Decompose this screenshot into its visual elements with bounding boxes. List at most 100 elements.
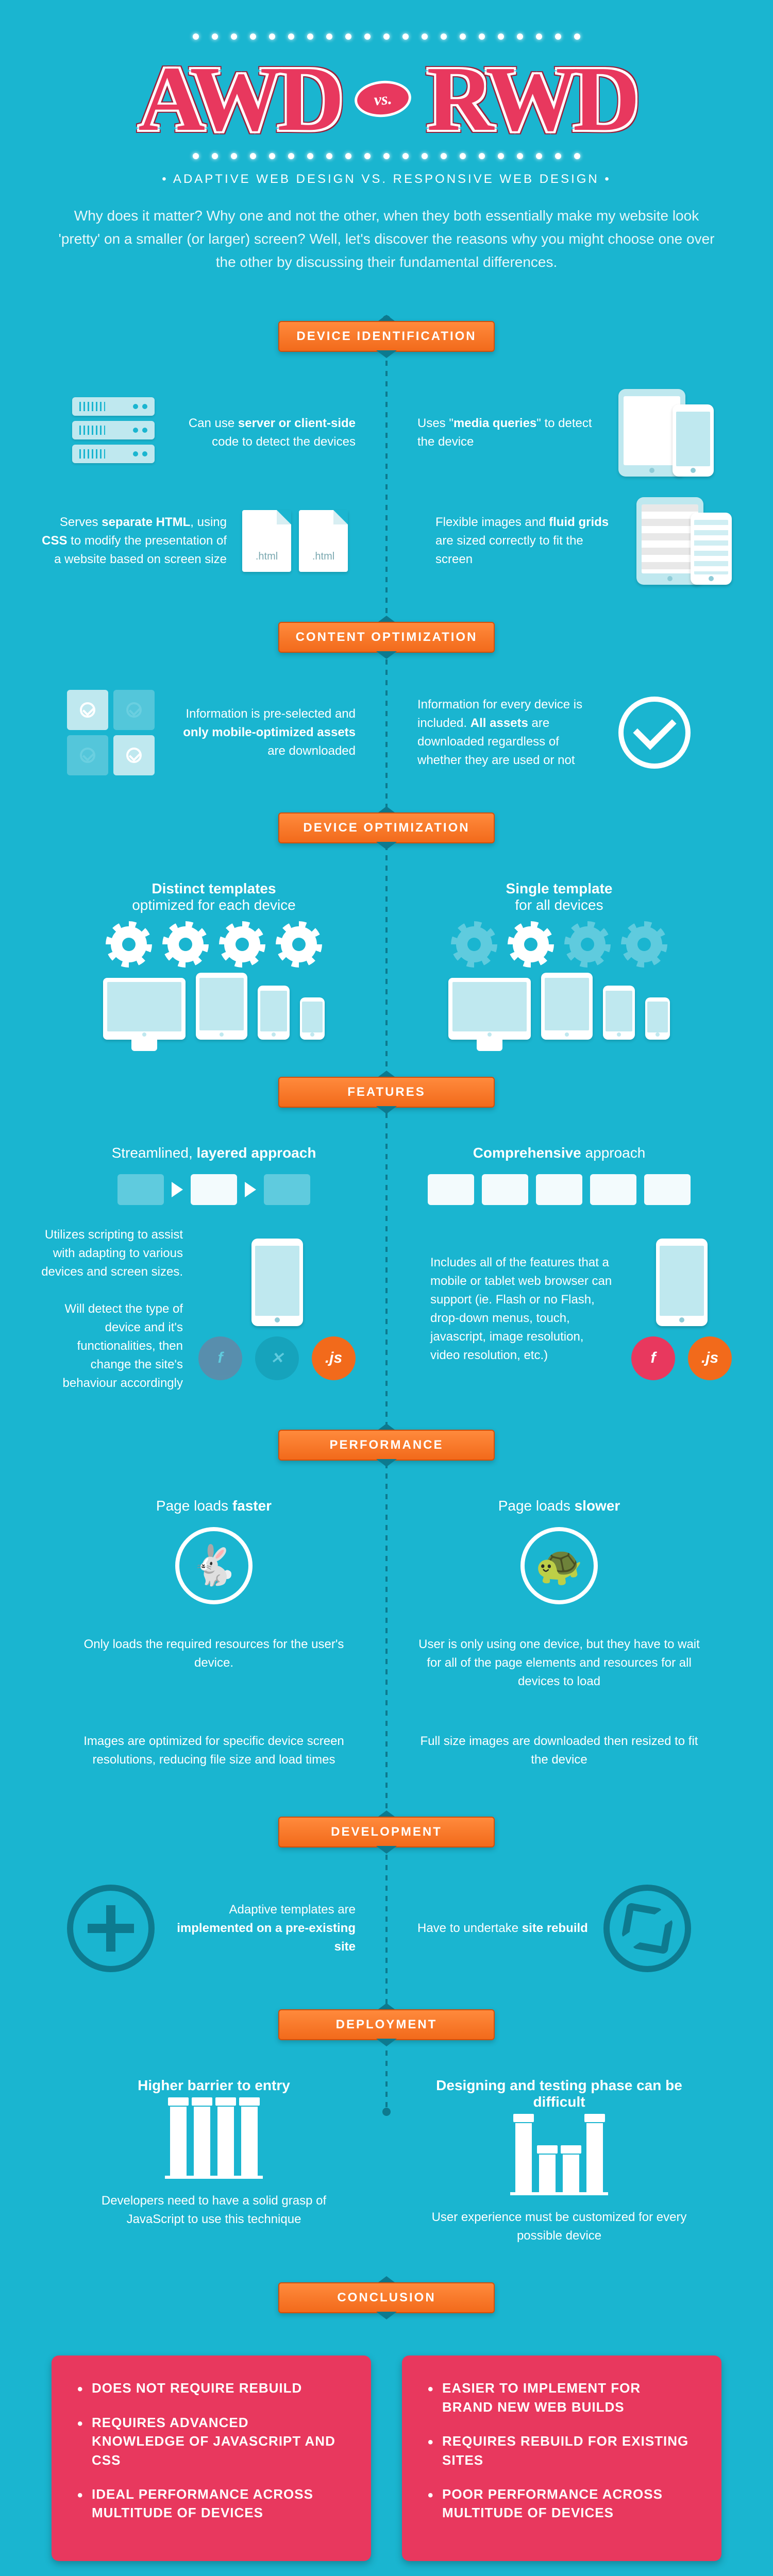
awd-col: f ✕ .js Utilizes scripting to assist wit…	[41, 1226, 386, 1393]
flash-icon: f	[631, 1336, 675, 1380]
section-bar: CONCLUSION	[278, 2282, 495, 2313]
awd-text: Serves separate HTML, using CSS to modif…	[41, 513, 227, 569]
section-label-features: FEATURES	[278, 1071, 495, 1114]
awd-col: Distinct templatesoptimized for each dev…	[41, 880, 386, 1040]
header: AWD vs. RWD • ADAPTIVE WEB DESIGN VS. RE…	[0, 0, 773, 294]
rabbit-icon: 🐇	[175, 1527, 253, 1604]
marquee-dots-top	[21, 33, 752, 40]
list-item: REQUIRES ADVANCED KNOWLEDGE OF JAVASCRIP…	[77, 2413, 345, 2469]
list-item: EASIER TO IMPLEMENT FOR BRAND NEW WEB BU…	[428, 2379, 696, 2416]
mini-phone-icon	[300, 997, 325, 1040]
rwd-conclusion-list: EASIER TO IMPLEMENT FOR BRAND NEW WEB BU…	[428, 2379, 696, 2522]
gear-icon	[513, 926, 549, 962]
monitor-icon	[103, 978, 186, 1040]
gear-icon	[167, 926, 204, 962]
section-label-device-id: DEVICE IDENTIFICATION	[278, 315, 495, 358]
rwd-text: Uses "media queries" to detect the devic…	[417, 414, 603, 451]
rwd-col: Have to undertake site rebuild	[386, 1885, 732, 1972]
infographic-page: AWD vs. RWD • ADAPTIVE WEB DESIGN VS. RE…	[0, 0, 773, 2576]
flash-icon: f	[198, 1336, 242, 1380]
gear-icon	[281, 926, 317, 962]
mini-phone-icon	[645, 997, 670, 1040]
section-bar: FEATURES	[278, 1077, 495, 1108]
awd-col: Page loads faster 🐇	[41, 1498, 386, 1604]
phone-icon	[603, 986, 635, 1040]
vs-badge: vs.	[353, 78, 413, 119]
rwd-col: Uses "media queries" to detect the devic…	[386, 389, 732, 477]
awd-text: Adaptive templates are implemented on a …	[170, 1901, 356, 1956]
section-label-performance: PERFORMANCE	[278, 1423, 495, 1467]
section-label-deployment: DEPLOYMENT	[278, 2003, 495, 2046]
rwd-col: Single templatefor all devices	[386, 880, 732, 1040]
section-label-conclusion: CONCLUSION	[278, 2276, 495, 2319]
row-device-id: Can use server or client-side code to de…	[0, 379, 773, 487]
rwd-title: Comprehensive approach	[417, 1145, 701, 1161]
section-bar: CONTENT OPTIMIZATION	[278, 622, 495, 653]
rwd-col: f .js Includes all of the features that …	[386, 1226, 732, 1393]
gear-icon	[569, 926, 606, 962]
row-content-2: Information is pre-selected and only mob…	[0, 680, 773, 786]
awd-conclusion-list: DOES NOT REQUIRE REBUILD REQUIRES ADVANC…	[77, 2379, 345, 2522]
open-gate-icon	[510, 2123, 608, 2195]
js-icon: .js	[312, 1336, 356, 1380]
awd-col: Only loads the required resources for th…	[41, 1625, 386, 1701]
row-content-1: .html .html Serves separate HTML, using …	[0, 487, 773, 595]
row-development: Adaptive templates are implemented on a …	[0, 1874, 773, 1982]
rwd-text: Information for every device is included…	[417, 696, 603, 770]
list-item: DOES NOT REQUIRE REBUILD	[77, 2379, 345, 2397]
phone-tech-icon: f ✕ .js	[198, 1239, 356, 1380]
awd-conclusion-box: DOES NOT REQUIRE REBUILD REQUIRES ADVANC…	[52, 2355, 371, 2561]
section-label-content-opt: CONTENT OPTIMIZATION	[278, 616, 495, 659]
layered-icon	[72, 1174, 356, 1205]
comprehensive-icon	[417, 1174, 701, 1205]
awd-title: Higher barrier to entry	[72, 2077, 356, 2094]
rwd-title: Designing and testing phase can be diffi…	[417, 2077, 701, 2110]
section-bar: DEVELOPMENT	[278, 1817, 495, 1848]
closed-gate-icon	[165, 2107, 263, 2179]
awd-col: Images are optimized for specific device…	[41, 1722, 386, 1780]
row-features-titles: Streamlined, layered approach Comprehens…	[0, 1134, 773, 1215]
section-bar: PERFORMANCE	[278, 1430, 495, 1461]
awd-col: Streamlined, layered approach	[41, 1145, 386, 1205]
selective-assets-icon	[67, 690, 155, 775]
gear-row	[72, 926, 356, 962]
rwd-text: User experience must be customized for e…	[417, 2208, 701, 2245]
section-bar: DEPLOYMENT	[278, 2009, 495, 2040]
device-row	[72, 973, 356, 1040]
rwd-col: Flexible images and fluid grids are size…	[386, 497, 732, 585]
awd-text: Only loads the required resources for th…	[72, 1635, 356, 1672]
phone-icon	[258, 986, 290, 1040]
row-features-body: f ✕ .js Utilizes scripting to assist wit…	[0, 1215, 773, 1403]
section-bar: DEVICE OPTIMIZATION	[278, 812, 495, 843]
rwd-col: Information for every device is included…	[386, 690, 732, 775]
row-device-opt: Distinct templatesoptimized for each dev…	[0, 870, 773, 1050]
awd-text: Information is pre-selected and only mob…	[170, 705, 356, 760]
file-icon: .html	[242, 510, 291, 572]
title-row: AWD vs. RWD	[21, 53, 752, 145]
phone-tech-icon: f .js	[631, 1239, 732, 1380]
rwd-col: Designing and testing phase can be diffi…	[386, 2077, 732, 2245]
awd-title: Page loads faster	[72, 1498, 356, 1514]
rwd-text: Have to undertake site rebuild	[417, 1919, 588, 1938]
row-deployment: Higher barrier to entry Developers need …	[0, 2067, 773, 2256]
gear-row	[417, 926, 701, 962]
rwd-text: Full size images are downloaded then res…	[417, 1732, 701, 1769]
gear-icon	[456, 926, 492, 962]
row-perf-2: Images are optimized for specific device…	[0, 1711, 773, 1790]
gear-icon	[111, 926, 147, 962]
list-item: REQUIRES REBUILD FOR EXISTING SITES	[428, 2432, 696, 2469]
list-item: IDEAL PERFORMANCE ACROSS MULTITUDE OF DE…	[77, 2485, 345, 2522]
subtitle: • ADAPTIVE WEB DESIGN VS. RESPONSIVE WEB…	[21, 172, 752, 187]
rwd-col: Comprehensive approach	[386, 1145, 732, 1205]
section-label-development: DEVELOPMENT	[278, 1810, 495, 1854]
awd-text: Developers need to have a solid grasp of…	[72, 2192, 356, 2229]
x-icon: ✕	[255, 1336, 299, 1380]
tablet-icon	[196, 973, 247, 1040]
section-label-device-opt: DEVICE OPTIMIZATION	[278, 806, 495, 850]
awd-text: Images are optimized for specific device…	[72, 1732, 356, 1769]
gear-icon	[224, 926, 260, 962]
awd-col: Adaptive templates are implemented on a …	[41, 1885, 386, 1972]
file-icon: .html	[299, 510, 348, 572]
list-item: POOR PERFORMANCE ACROSS MULTITUDE OF DEV…	[428, 2485, 696, 2522]
rwd-title: RWD	[427, 53, 635, 145]
